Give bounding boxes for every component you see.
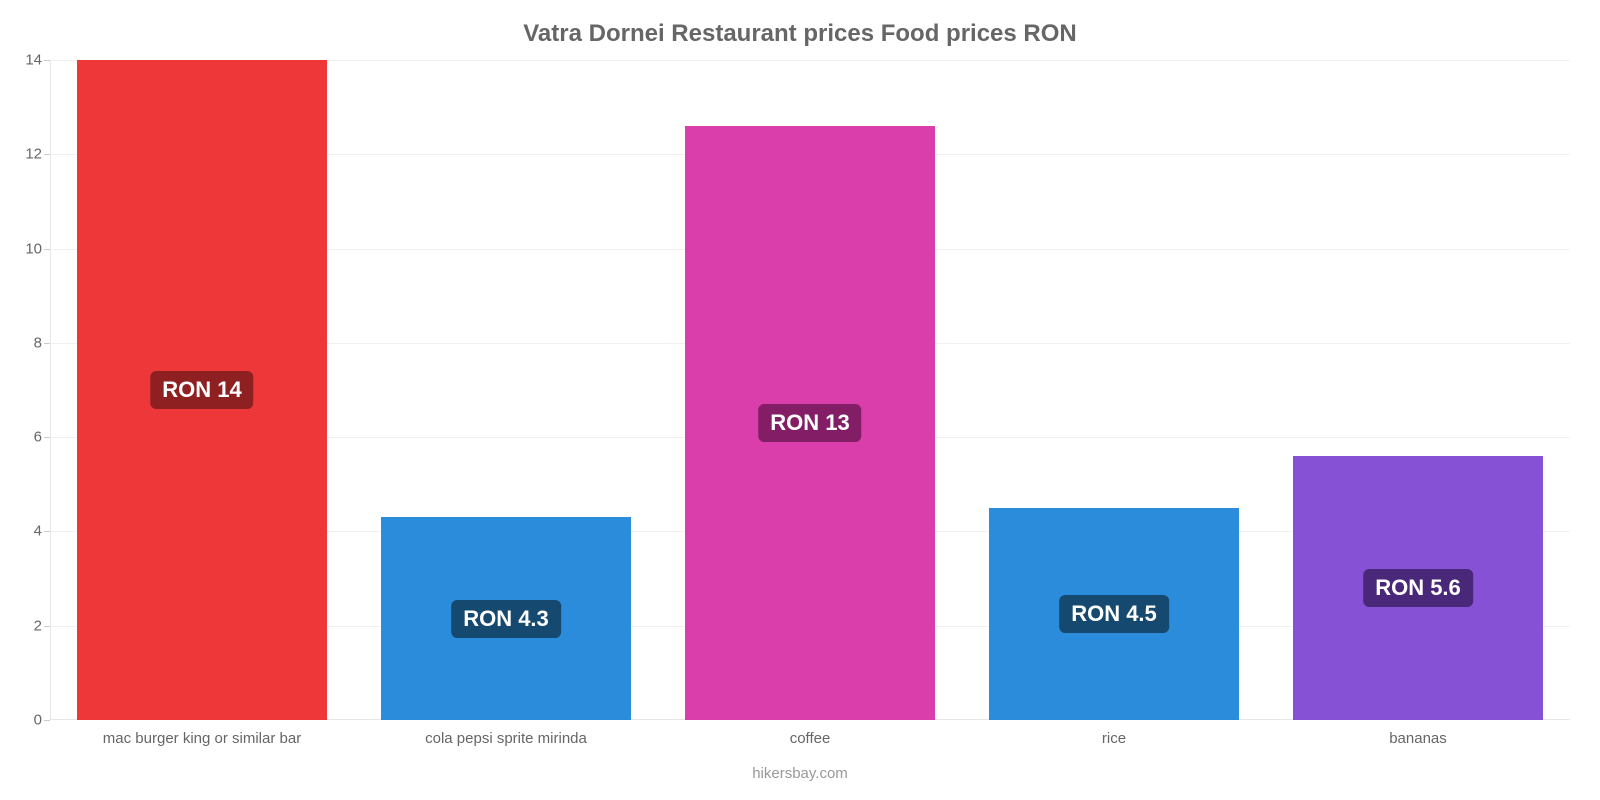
bar-group: RON 4.5rice	[962, 60, 1266, 720]
y-tick-label: 0	[34, 712, 50, 729]
bar: RON 4.3	[381, 517, 630, 720]
bar-group: RON 4.3cola pepsi sprite mirinda	[354, 60, 658, 720]
bar-value-badge: RON 13	[758, 404, 861, 442]
y-tick-label: 4	[34, 523, 50, 540]
bar-value-badge: RON 14	[150, 371, 253, 409]
x-category-label: rice	[1102, 720, 1126, 747]
bar: RON 4.5	[989, 508, 1238, 720]
bar: RON 5.6	[1293, 456, 1542, 720]
x-category-label: mac burger king or similar bar	[103, 720, 301, 747]
bar-value-badge: RON 4.3	[451, 600, 561, 638]
y-tick-label: 2	[34, 617, 50, 634]
bar-group: RON 5.6bananas	[1266, 60, 1570, 720]
price-bar-chart: Vatra Dornei Restaurant prices Food pric…	[0, 0, 1600, 800]
plot-area: 02468101214RON 14mac burger king or simi…	[50, 60, 1570, 720]
bar: RON 14	[77, 60, 326, 720]
y-tick-label: 8	[34, 334, 50, 351]
source-label: hikersbay.com	[0, 765, 1600, 782]
y-tick-label: 12	[25, 146, 50, 163]
bar-value-badge: RON 5.6	[1363, 569, 1473, 607]
y-tick-label: 6	[34, 429, 50, 446]
x-category-label: cola pepsi sprite mirinda	[425, 720, 587, 747]
y-tick-label: 10	[25, 240, 50, 257]
y-tick-label: 14	[25, 52, 50, 69]
bar-group: RON 14mac burger king or similar bar	[50, 60, 354, 720]
bar-value-badge: RON 4.5	[1059, 595, 1169, 633]
x-category-label: coffee	[790, 720, 831, 747]
bar-group: RON 13coffee	[658, 60, 962, 720]
chart-title: Vatra Dornei Restaurant prices Food pric…	[0, 20, 1600, 48]
x-category-label: bananas	[1389, 720, 1447, 747]
bar: RON 13	[685, 126, 934, 720]
